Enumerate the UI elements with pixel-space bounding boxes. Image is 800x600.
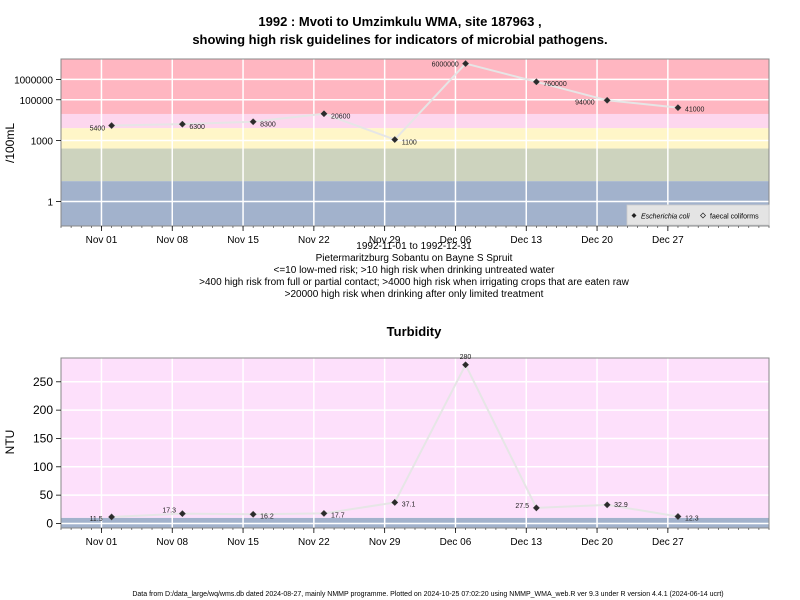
chart1-title-line1: 1992 : Mvoti to Umzimkulu WMA, site 1879…: [258, 14, 541, 29]
chart1-data-point: [603, 96, 611, 104]
chart2-data-label: 37.1: [402, 501, 416, 508]
chart1-x-tick-label: Nov 15: [227, 235, 259, 246]
chart2-x-tick-label: Nov 22: [298, 537, 330, 548]
chart2-plot-area: Nov 01 Nov 08 Nov 15 Nov 22 Nov 29 Dec 06 Dec …: [33, 354, 770, 548]
chart1-data-point: [249, 118, 257, 126]
chart1-data-point: [532, 78, 540, 86]
chart1-data-point: [462, 60, 470, 68]
chart1-data-point: [108, 121, 116, 130]
chart2-data-label: 280: [460, 354, 472, 361]
chart2-data-point: [603, 501, 611, 509]
chart1-data-label: 41000: [685, 107, 705, 114]
chart2-data-point: [320, 509, 328, 517]
chart1-data-label: 20600: [331, 114, 351, 121]
chart1-x-tick-label: Nov 29: [369, 235, 401, 246]
chart1-y-tick-label: 100000: [20, 96, 54, 107]
chart2-y-tick-label: 150: [33, 431, 53, 445]
chart2-data-label: 16.2: [260, 513, 274, 520]
chart1-title-line2: showing high risk guidelines for indicat…: [192, 32, 607, 47]
chart1-data-point: [178, 120, 186, 128]
chart2-data-label: 27.5: [515, 503, 529, 510]
chart2-data-point: [391, 498, 399, 506]
chart1-data-label: 8300: [260, 122, 276, 129]
chart2-x-tick-label: Dec 27: [652, 537, 684, 548]
chart2-title: Turbidity: [387, 324, 442, 339]
chart1-y-tick-label: 1000: [31, 136, 54, 147]
chart2-data-point: [249, 510, 257, 518]
chart2-data-point: [178, 510, 186, 518]
chart1-risk-band-1: [61, 113, 769, 129]
chart1-data-point: [391, 136, 399, 144]
chart2-y-tick-label: 0: [46, 516, 53, 530]
footer-note: Data from D:/data_large/wq/wms.db dated …: [132, 591, 723, 598]
chart1-legend-label-ecoli: Escherichia coli: [641, 214, 690, 221]
chart1-x-tick-label: Dec 06: [440, 235, 472, 246]
chart1-data-label: 94000: [575, 99, 595, 106]
chart1-legend-marker-ecoli: [631, 213, 637, 218]
chart2-x-tick-label: Nov 01: [86, 537, 118, 548]
chart1-x-tick-label: Nov 01: [86, 235, 118, 246]
chart1-subtitle-guideline3: >20000 high risk when drinking after onl…: [285, 289, 544, 300]
chart1-data-label: 5400: [90, 126, 106, 133]
chart2-x-tick-label: Nov 29: [369, 537, 401, 548]
chart2-y-axis-label: NTU: [3, 430, 17, 455]
chart2-x-tick-label: Dec 13: [510, 537, 542, 548]
chart1-data-label: 6300: [189, 124, 205, 131]
chart1-x-tick-label: Nov 22: [298, 235, 330, 246]
chart1-y-tick-label: 1000000: [14, 75, 53, 86]
chart2-data-point: [108, 513, 116, 521]
chart2-data-point: [462, 361, 470, 369]
chart1-data-label: 760000: [543, 81, 566, 88]
chart2-data-label: 11.5: [90, 516, 103, 523]
chart2-data-label: 17.7: [331, 512, 345, 519]
chart2-data-point: [674, 512, 682, 521]
chart2-x-tick-label: Nov 15: [227, 537, 259, 548]
chart2-y-tick-label: 100: [33, 460, 53, 474]
chart1-data-point: [320, 110, 328, 118]
chart2-x-tick-label: Dec 06: [440, 537, 472, 548]
chart1-legend-box: [626, 204, 770, 226]
chart1-risk-band-3: [61, 148, 769, 182]
chart1-legend-label-faecal: faecal coliforms: [710, 214, 759, 221]
chart1-y-tick-label: 1: [47, 198, 53, 209]
chart1-subtitle-guideline1: <=10 low-med risk; >10 high risk when dr…: [274, 265, 556, 276]
chart2-y-tick-label: 250: [33, 375, 53, 389]
chart1-x-tick-label: Dec 27: [652, 235, 684, 246]
chart1-data-point: [674, 104, 682, 112]
chart1-x-tick-label: Nov 08: [156, 235, 188, 246]
chart2-y-tick-label: 50: [40, 488, 54, 502]
chart2-data-label: 12.3: [685, 515, 699, 522]
chart1-subtitle-site: Pietermaritzburg Sobantu on Bayne S Spru…: [316, 253, 513, 264]
chart1-data-label: 6000000: [432, 62, 459, 69]
chart2-data-point: [532, 504, 540, 512]
chart1-x-tick-label: Dec 20: [581, 235, 613, 246]
chart2-data-label: 17.3: [162, 508, 176, 515]
chart1-legend-marker-faecal: [700, 212, 706, 219]
chart1-data-label: 1100: [402, 140, 417, 147]
chart2-x-tick-label: Dec 20: [581, 537, 613, 548]
chart1-y-axis-label: /100mL: [3, 123, 17, 163]
chart1-risk-band-2: [61, 128, 769, 149]
chart1-subtitle-date-range: 1992-11-01 to 1992-12-31: [356, 241, 472, 252]
chart1-subtitle-guideline2: >400 high risk from full or partial cont…: [199, 277, 629, 288]
chart1-plot-area: Nov 01 Nov 08 Nov 15 Nov 22 Nov 29 Dec 06 Dec …: [14, 58, 770, 246]
chart2-x-tick-label: Nov 08: [156, 537, 188, 548]
chart1-x-tick-label: Dec 13: [510, 235, 542, 246]
chart2-data-label: 32.9: [614, 502, 628, 509]
chart2-y-tick-label: 200: [33, 403, 53, 417]
